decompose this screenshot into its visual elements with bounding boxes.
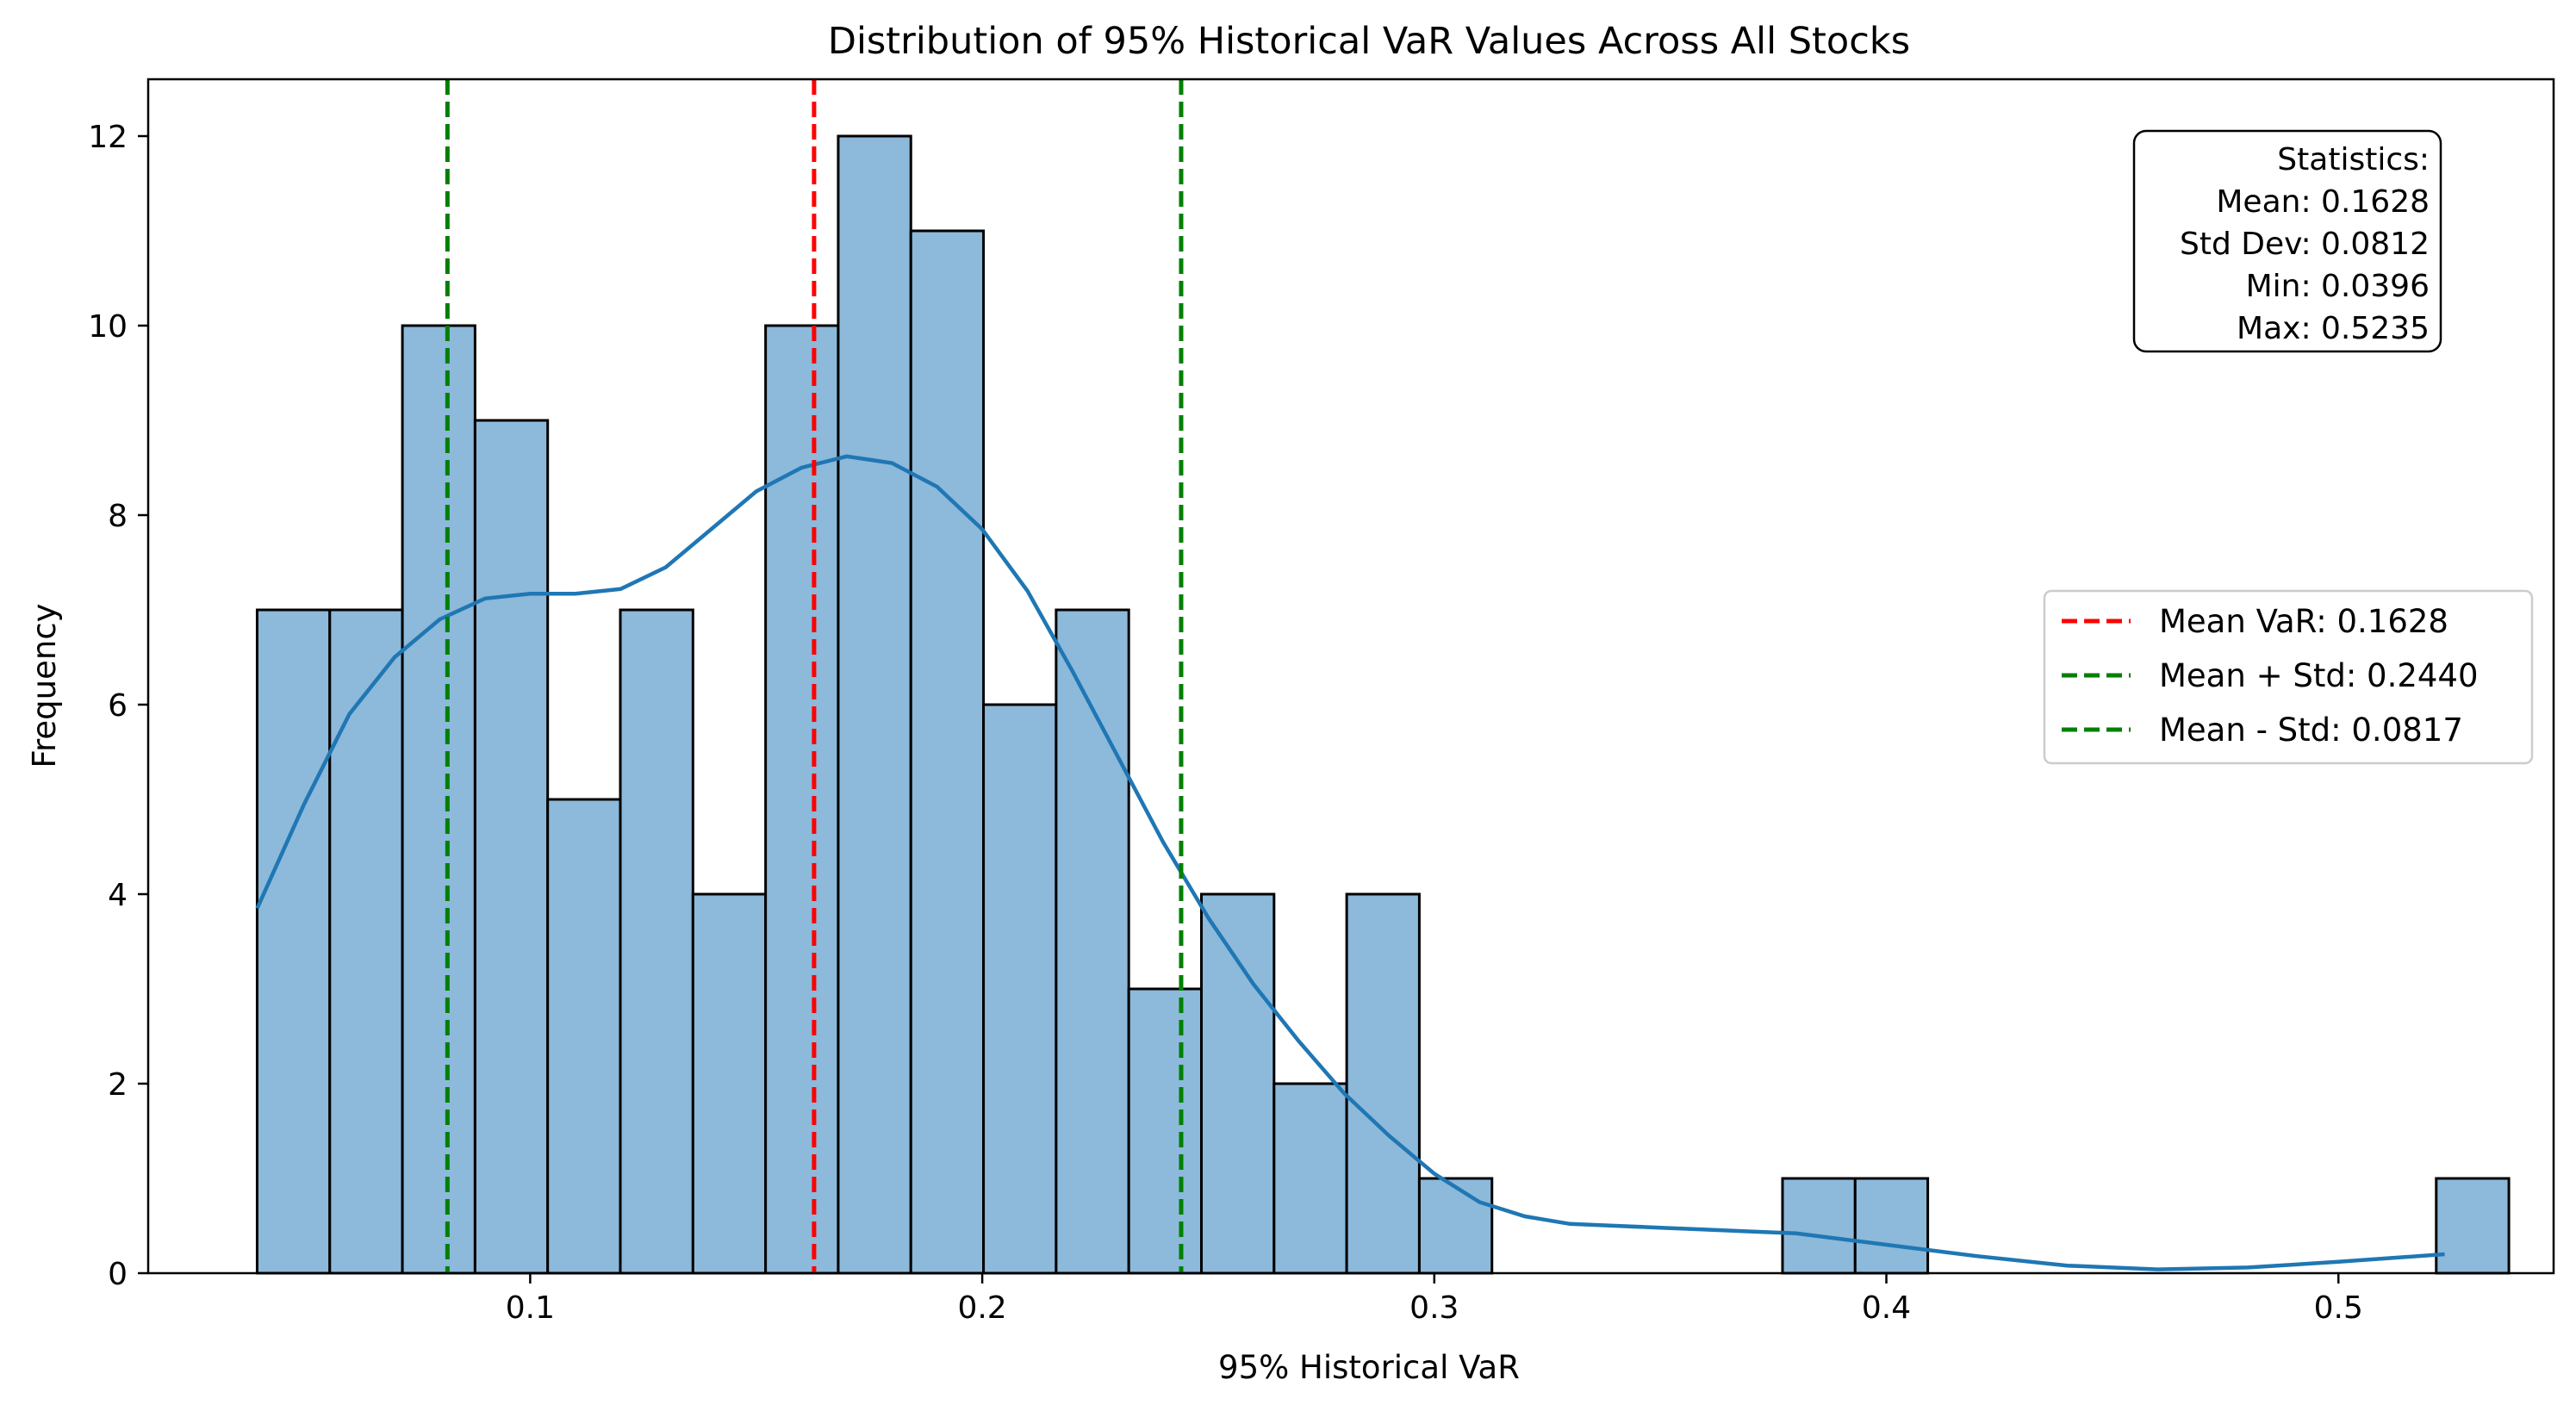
x-axis-label: 95% Historical VaR bbox=[1218, 1349, 1520, 1386]
histogram-bar bbox=[909, 229, 986, 1275]
histogram-bar bbox=[473, 419, 550, 1275]
statistics-line: Std Dev: 0.0812 bbox=[2180, 227, 2430, 262]
x-tick-label: 0.2 bbox=[957, 1290, 1006, 1326]
histogram-bar bbox=[1345, 892, 1421, 1275]
histogram-bar bbox=[691, 892, 768, 1275]
histogram-bars bbox=[255, 134, 2511, 1275]
histogram-bar bbox=[837, 134, 912, 1275]
histogram-bar bbox=[1781, 1177, 1857, 1275]
legend-label: Mean - Std: 0.0817 bbox=[2159, 712, 2463, 749]
histogram-bar bbox=[1055, 608, 1130, 1275]
y-axis-label: Frequency bbox=[26, 603, 63, 768]
kde-curve bbox=[255, 454, 2445, 1271]
legend: Mean VaR: 0.1628 Mean + Std: 0.2440 Mean -… bbox=[2043, 589, 2534, 765]
y-tick-label: 0 bbox=[108, 1257, 128, 1292]
y-tick-label: 2 bbox=[108, 1067, 128, 1103]
histogram-bar bbox=[546, 798, 622, 1275]
histogram-bar bbox=[1199, 892, 1276, 1275]
y-tick-label: 10 bbox=[88, 309, 128, 345]
statistics-line: Mean: 0.1628 bbox=[2216, 184, 2430, 220]
legend-label: Mean VaR: 0.1628 bbox=[2159, 603, 2448, 640]
x-tick-label: 0.5 bbox=[2314, 1290, 2363, 1326]
histogram-bar bbox=[764, 324, 840, 1275]
histogram-bar bbox=[1272, 1082, 1348, 1275]
statistics-line: Min: 0.0396 bbox=[2246, 269, 2430, 304]
legend-frame bbox=[2043, 589, 2534, 765]
kde-layer bbox=[255, 454, 2445, 1271]
axes bbox=[146, 78, 2555, 1275]
axes-frame bbox=[146, 78, 2555, 1275]
histogram-bar bbox=[1417, 1177, 1494, 1275]
statistics-line: Statistics: bbox=[2277, 142, 2430, 177]
x-tick-label: 0.4 bbox=[1862, 1290, 1911, 1326]
histogram-bar bbox=[2435, 1177, 2511, 1275]
histogram-bar bbox=[1127, 987, 1203, 1275]
statistics-line: Max: 0.5235 bbox=[2237, 311, 2430, 346]
y-tick-label: 12 bbox=[88, 120, 128, 155]
y-tick-label: 8 bbox=[108, 499, 128, 534]
x-tick-label: 0.1 bbox=[506, 1290, 555, 1326]
histogram-bar bbox=[401, 324, 476, 1275]
ticks: 0.1 0.2 0.3 0.4 0.5 0 2 4 6 8 10 12 bbox=[88, 120, 2363, 1326]
legend-label: Mean + Std: 0.2440 bbox=[2159, 657, 2479, 694]
histogram-bar bbox=[255, 608, 332, 1275]
histogram-bar bbox=[619, 608, 694, 1275]
statistics-box: Statistics: Mean: 0.1628 Std Dev: 0.0812 Mi… bbox=[2132, 129, 2442, 353]
histogram-bar bbox=[1853, 1177, 1930, 1275]
y-tick-label: 6 bbox=[108, 688, 128, 724]
chart-title: Distribution of 95% Historical VaR Value… bbox=[828, 20, 1910, 63]
statistics-box-frame bbox=[2132, 129, 2442, 353]
reference-lines bbox=[445, 79, 1184, 1273]
histogram-bar bbox=[328, 608, 404, 1275]
y-tick-label: 4 bbox=[108, 878, 128, 913]
x-tick-label: 0.3 bbox=[1409, 1290, 1459, 1326]
histogram-bar bbox=[982, 703, 1058, 1275]
